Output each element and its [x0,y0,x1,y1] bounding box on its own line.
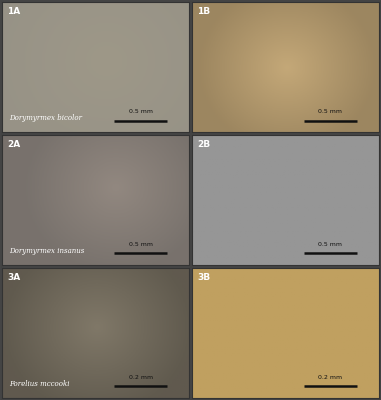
Text: 1B: 1B [197,7,210,16]
Text: 3B: 3B [197,273,210,282]
Text: 0.5 mm: 0.5 mm [129,242,153,247]
Text: Dorymyrmex insanus: Dorymyrmex insanus [10,247,85,255]
Text: Dorymyrmex bicolor: Dorymyrmex bicolor [10,114,82,122]
Text: 1A: 1A [8,7,21,16]
Text: 2B: 2B [197,140,210,149]
Text: 0.2 mm: 0.2 mm [128,375,153,380]
Text: 3A: 3A [8,273,21,282]
Text: 2A: 2A [8,140,21,149]
Text: 0.5 mm: 0.5 mm [129,109,153,114]
Text: 0.5 mm: 0.5 mm [319,109,343,114]
Text: Forelius mccooki: Forelius mccooki [10,380,70,388]
Text: 0.2 mm: 0.2 mm [318,375,343,380]
Text: 0.5 mm: 0.5 mm [319,242,343,247]
